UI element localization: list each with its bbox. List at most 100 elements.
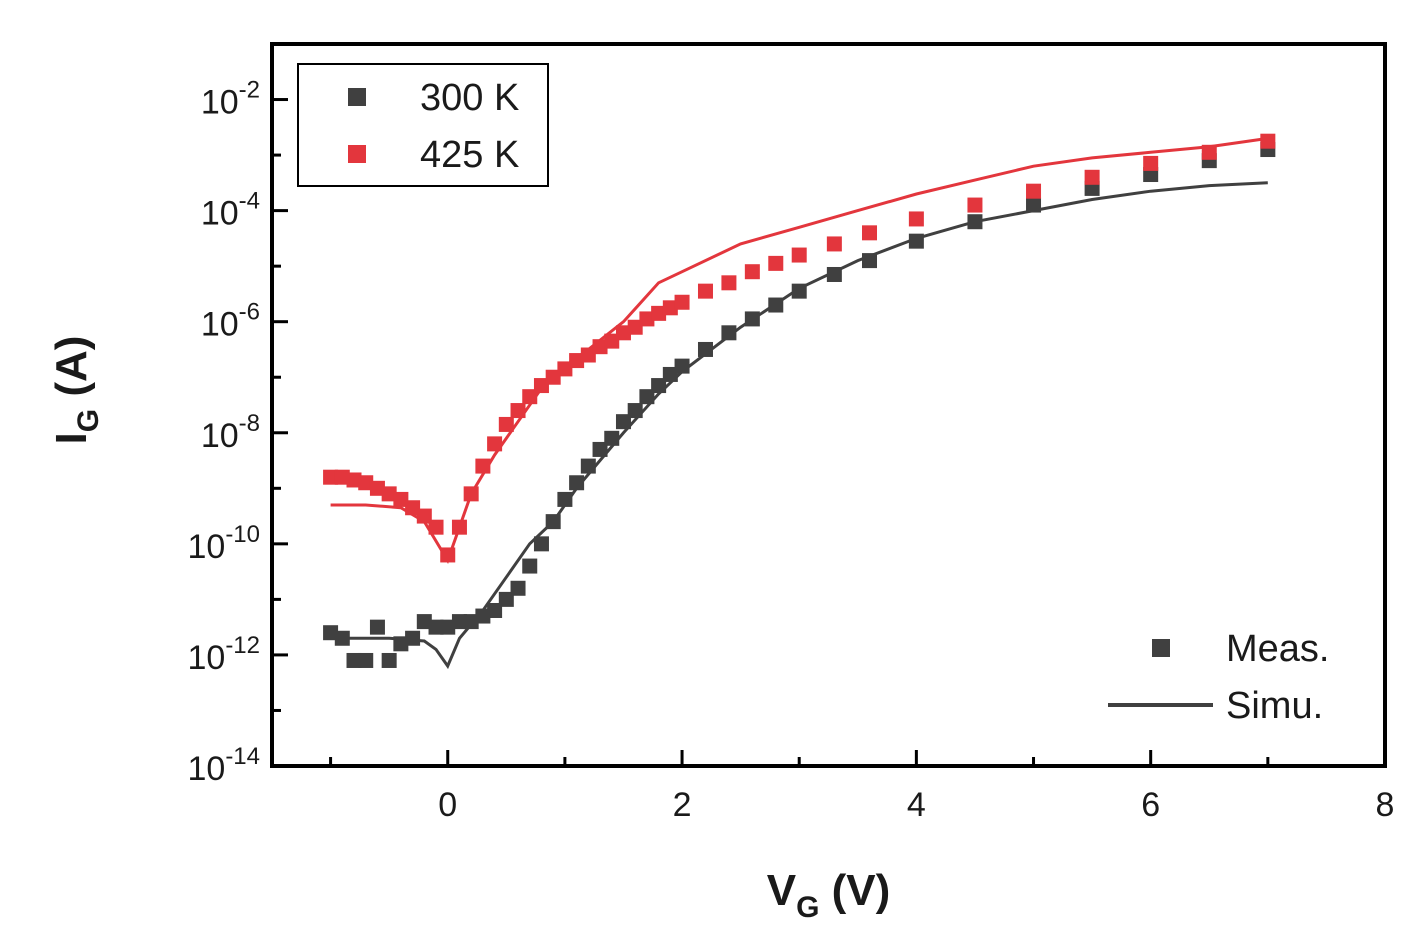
measured-point-425k <box>475 458 491 474</box>
measured-point-425k <box>451 519 467 535</box>
measured-point-300k <box>580 458 596 474</box>
measured-point-300k <box>463 614 479 630</box>
measured-point-425k <box>416 508 432 524</box>
y-tick-label: 10-8 <box>201 410 260 455</box>
measured-point-425k <box>569 353 585 369</box>
legend-label-simulated: Simu. <box>1226 685 1323 727</box>
measured-point-425k <box>744 264 760 280</box>
measured-point-300k <box>908 233 924 249</box>
x-tick-label: 2 <box>673 786 692 824</box>
y-axis-title: IG (A) <box>47 336 105 445</box>
measured-point-300k <box>334 630 350 646</box>
measured-point-425k <box>428 519 444 535</box>
measured-point-300k <box>651 378 667 394</box>
measured-point-300k <box>862 253 878 269</box>
measured-point-425k <box>967 197 983 213</box>
measured-point-425k <box>463 486 479 502</box>
measured-point-300k <box>557 491 573 507</box>
measured-point-425k <box>674 294 690 310</box>
measured-point-425k <box>346 472 362 488</box>
measured-point-425k <box>334 469 350 485</box>
measured-point-300k <box>451 614 467 630</box>
measured-point-425k <box>405 500 421 516</box>
measured-point-425k <box>440 547 456 563</box>
y-tick-label: 10-10 <box>187 521 260 566</box>
measured-point-300k <box>615 414 631 430</box>
x-tick-label: 0 <box>438 786 457 824</box>
measured-point-425k <box>862 225 878 241</box>
y-tick-label: 10-14 <box>187 743 260 788</box>
measured-points <box>323 133 1276 668</box>
measured-point-425k <box>1026 183 1042 199</box>
measured-point-425k <box>1143 155 1159 171</box>
measured-point-425k <box>721 275 737 291</box>
legend-temperature-box <box>297 63 549 187</box>
measured-point-300k <box>604 430 620 446</box>
x-tick-label: 6 <box>1141 786 1160 824</box>
measured-point-300k <box>358 652 374 668</box>
y-tick-label: 10-12 <box>187 632 260 677</box>
measured-point-300k <box>393 636 409 652</box>
legend-marker-measured <box>1152 639 1170 657</box>
measured-point-425k <box>826 236 842 252</box>
measured-point-300k <box>475 608 491 624</box>
measured-point-425k <box>651 305 667 321</box>
measured-point-300k <box>440 619 456 635</box>
measured-point-425k <box>592 339 608 355</box>
x-tick-labels: 0 2 4 6 8 <box>438 786 1394 824</box>
measured-point-300k <box>697 341 713 357</box>
y-tick-labels: 10-2 10-4 10-6 10-8 10-10 10-12 10-14 <box>187 77 260 788</box>
measured-point-300k <box>522 558 538 574</box>
axis-ticks <box>272 42 1387 768</box>
measured-point-425k <box>522 389 538 405</box>
measured-point-425k <box>604 333 620 349</box>
measured-point-300k <box>323 625 339 641</box>
measured-point-300k <box>569 475 585 491</box>
measured-point-300k <box>826 266 842 282</box>
y-tick-label: 10-2 <box>201 77 260 122</box>
measured-point-425k <box>557 361 573 377</box>
measured-point-300k <box>662 366 678 382</box>
measured-point-425k <box>615 325 631 341</box>
x-tick-label: 8 <box>1376 786 1395 824</box>
measured-point-425k <box>369 480 385 496</box>
measured-point-300k <box>967 214 983 230</box>
measured-point-425k <box>393 491 409 507</box>
legend-measurement-type: Meas. Simu. <box>1108 628 1329 727</box>
measured-point-300k <box>592 441 608 457</box>
measured-point-425k <box>1084 169 1100 185</box>
measured-point-425k <box>510 403 526 419</box>
measured-point-300k <box>721 325 737 341</box>
legend-marker-425k <box>348 145 366 163</box>
measured-point-300k <box>381 652 397 668</box>
measured-point-425k <box>639 311 655 327</box>
legend-temperature: 300 K 425 K <box>297 63 549 187</box>
measured-point-425k <box>697 283 713 299</box>
legend-label-300k: 300 K <box>420 77 519 119</box>
legend-marker-300k <box>348 88 366 106</box>
y-tick-label: 10-6 <box>201 299 260 344</box>
measured-point-300k <box>369 619 385 635</box>
measured-point-425k <box>791 247 807 263</box>
measured-point-300k <box>768 297 784 313</box>
measured-point-300k <box>405 630 421 646</box>
measured-point-425k <box>580 347 596 363</box>
measured-point-300k <box>627 403 643 419</box>
measured-point-300k <box>346 652 362 668</box>
measured-point-300k <box>744 311 760 327</box>
measured-point-300k <box>674 358 690 374</box>
measured-point-300k <box>510 580 526 596</box>
measured-point-300k <box>498 591 514 607</box>
measured-point-300k <box>487 602 503 618</box>
measured-point-300k <box>1026 197 1042 213</box>
plot-frame <box>270 42 1387 768</box>
measured-point-425k <box>908 211 924 227</box>
x-tick-label: 4 <box>907 786 926 824</box>
legend-label-measured: Meas. <box>1226 628 1329 670</box>
measured-point-300k <box>533 536 549 552</box>
measured-point-425k <box>498 416 514 432</box>
measured-point-425k <box>381 486 397 502</box>
measured-point-425k <box>358 475 374 491</box>
measured-point-425k <box>662 300 678 316</box>
